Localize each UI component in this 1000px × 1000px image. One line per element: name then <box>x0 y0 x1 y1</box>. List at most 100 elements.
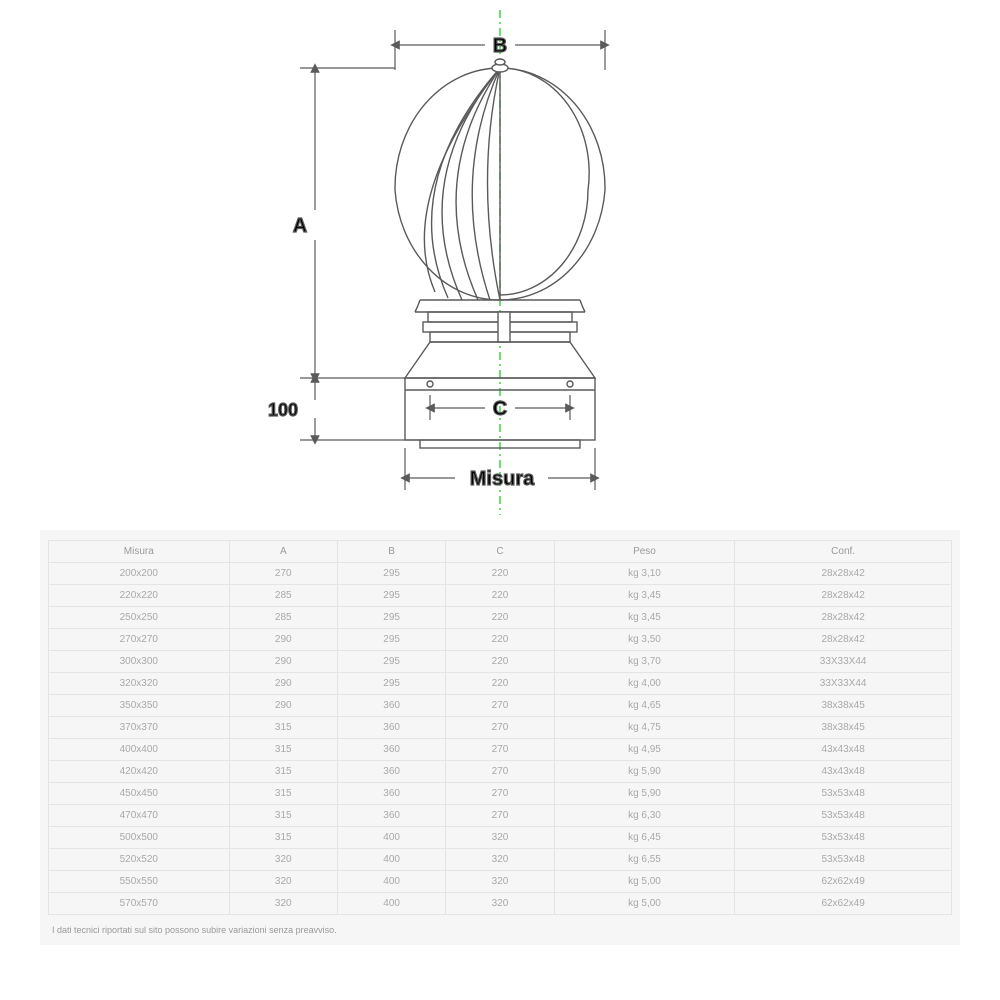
table-cell: 360 <box>337 805 445 827</box>
table-cell: 420x420 <box>49 761 230 783</box>
table-cell: 43x43x48 <box>735 761 952 783</box>
table-cell: 270x270 <box>49 629 230 651</box>
table-cell: kg 6,45 <box>554 827 735 849</box>
table-cell: 38x38x45 <box>735 695 952 717</box>
table-cell: 62x62x49 <box>735 893 952 915</box>
table-cell: kg 5,90 <box>554 783 735 805</box>
table-cell: 315 <box>229 827 337 849</box>
table-cell: 220x220 <box>49 585 230 607</box>
table-cell: 295 <box>337 607 445 629</box>
table-cell: 400 <box>337 871 445 893</box>
table-cell: 270 <box>446 805 554 827</box>
table-header-cell: Peso <box>554 541 735 563</box>
diagram-svg: B A 100 C Misura <box>0 0 1000 520</box>
table-cell: 295 <box>337 585 445 607</box>
table-header-row: MisuraABCPesoConf. <box>49 541 952 563</box>
table-cell: 320 <box>446 871 554 893</box>
table-cell: 500x500 <box>49 827 230 849</box>
table-cell: kg 3,45 <box>554 607 735 629</box>
table-cell: 360 <box>337 783 445 805</box>
table-header-cell: Misura <box>49 541 230 563</box>
table-cell: 370x370 <box>49 717 230 739</box>
table-cell: 400 <box>337 827 445 849</box>
table-cell: kg 4,65 <box>554 695 735 717</box>
table-cell: 315 <box>229 783 337 805</box>
table-cell: 400 <box>337 849 445 871</box>
label-100: 100 <box>268 400 298 420</box>
table-cell: 33X33X44 <box>735 673 952 695</box>
table-cell: 400 <box>337 893 445 915</box>
label-a: A <box>293 215 307 237</box>
table-cell: 315 <box>229 761 337 783</box>
table-cell: 360 <box>337 761 445 783</box>
label-misura: Misura <box>470 468 535 490</box>
table-cell: kg 4,00 <box>554 673 735 695</box>
table-cell: 320 <box>446 827 554 849</box>
table-cell: 315 <box>229 805 337 827</box>
table-cell: 270 <box>446 695 554 717</box>
table-cell: 220 <box>446 607 554 629</box>
table-cell: kg 5,00 <box>554 871 735 893</box>
table-cell: kg 5,90 <box>554 761 735 783</box>
table-cell: 285 <box>229 607 337 629</box>
table-row: 470x470315360270kg 6,3053x53x48 <box>49 805 952 827</box>
table-cell: 270 <box>446 717 554 739</box>
table-cell: 295 <box>337 673 445 695</box>
table-row: 420x420315360270kg 5,9043x43x48 <box>49 761 952 783</box>
table-row: 270x270290295220kg 3,5028x28x42 <box>49 629 952 651</box>
table-cell: 28x28x42 <box>735 607 952 629</box>
table-cell: 285 <box>229 585 337 607</box>
table-cell: 360 <box>337 739 445 761</box>
table-header-cell: Conf. <box>735 541 952 563</box>
technical-diagram: B A 100 C Misura <box>0 0 1000 520</box>
table-cell: 270 <box>446 739 554 761</box>
table-cell: 315 <box>229 717 337 739</box>
table-row: 200x200270295220kg 3,1028x28x42 <box>49 563 952 585</box>
table-cell: 220 <box>446 629 554 651</box>
table-row: 370x370315360270kg 4,7538x38x45 <box>49 717 952 739</box>
table-cell: 250x250 <box>49 607 230 629</box>
label-c: C <box>493 398 507 420</box>
table-row: 220x220285295220kg 3,4528x28x42 <box>49 585 952 607</box>
table-cell: 520x520 <box>49 849 230 871</box>
table-cell: 550x550 <box>49 871 230 893</box>
table-cell: 350x350 <box>49 695 230 717</box>
table-cell: kg 3,70 <box>554 651 735 673</box>
table-cell: 300x300 <box>49 651 230 673</box>
dimensions: B A 100 C Misura <box>268 30 605 490</box>
table-cell: 220 <box>446 585 554 607</box>
table-cell: kg 6,55 <box>554 849 735 871</box>
table-row: 520x520320400320kg 6,5553x53x48 <box>49 849 952 871</box>
table-cell: 53x53x48 <box>735 827 952 849</box>
table-cell: 200x200 <box>49 563 230 585</box>
table-cell: 290 <box>229 673 337 695</box>
table-cell: 270 <box>446 761 554 783</box>
table-header-cell: A <box>229 541 337 563</box>
table-cell: 295 <box>337 651 445 673</box>
table-cell: 315 <box>229 739 337 761</box>
table-row: 450x450315360270kg 5,9053x53x48 <box>49 783 952 805</box>
table-header-cell: B <box>337 541 445 563</box>
table-cell: 290 <box>229 695 337 717</box>
table-cell: 320x320 <box>49 673 230 695</box>
table-row: 350x350290360270kg 4,6538x38x45 <box>49 695 952 717</box>
table-cell: 450x450 <box>49 783 230 805</box>
table-cell: 320 <box>229 871 337 893</box>
table-row: 320x320290295220kg 4,0033X33X44 <box>49 673 952 695</box>
label-b: B <box>493 35 507 57</box>
table-cell: 220 <box>446 673 554 695</box>
table-cell: 360 <box>337 717 445 739</box>
table-cell: 295 <box>337 629 445 651</box>
table-cell: kg 3,45 <box>554 585 735 607</box>
table-cell: 53x53x48 <box>735 849 952 871</box>
table-row: 570x570320400320kg 5,0062x62x49 <box>49 893 952 915</box>
table-cell: kg 4,75 <box>554 717 735 739</box>
table-cell: 290 <box>229 629 337 651</box>
table-cell: 400x400 <box>49 739 230 761</box>
table-cell: 570x570 <box>49 893 230 915</box>
table-cell: kg 4,95 <box>554 739 735 761</box>
table-cell: 360 <box>337 695 445 717</box>
table-cell: 28x28x42 <box>735 563 952 585</box>
table-cell: 62x62x49 <box>735 871 952 893</box>
table-row: 300x300290295220kg 3,7033X33X44 <box>49 651 952 673</box>
